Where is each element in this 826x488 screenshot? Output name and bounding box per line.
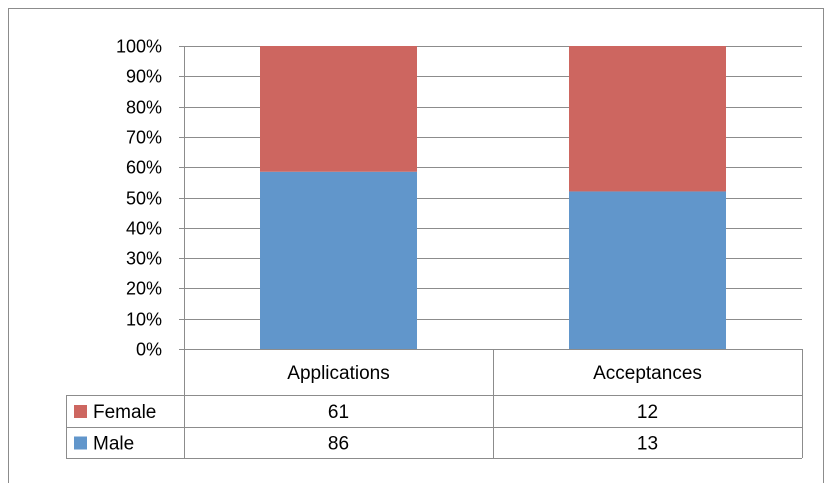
category-label: Applications xyxy=(287,363,389,384)
bar-female-acceptances xyxy=(569,46,726,192)
y-tick-label: 10% xyxy=(126,310,162,330)
y-tick-label: 80% xyxy=(126,98,162,118)
bars xyxy=(260,46,726,349)
y-tick-label: 60% xyxy=(126,158,162,178)
y-tick-label: 20% xyxy=(126,279,162,299)
y-tick-label: 30% xyxy=(126,249,162,269)
bar-male-acceptances xyxy=(569,191,726,349)
data-table-value: 12 xyxy=(637,402,658,423)
y-tick-label: 70% xyxy=(126,128,162,148)
y-tick-label: 0% xyxy=(136,340,162,360)
legend-key-female xyxy=(74,405,87,418)
legend-label-female: Female xyxy=(93,402,156,423)
data-table-value: 61 xyxy=(328,402,349,423)
y-tick-label: 100% xyxy=(116,37,162,57)
legend-key-male xyxy=(74,436,87,450)
y-tick-label: 40% xyxy=(126,219,162,239)
data-table-value: 86 xyxy=(328,434,349,455)
data-table-value: 13 xyxy=(637,434,658,455)
legend-label-male: Male xyxy=(93,434,134,455)
category-label: Acceptances xyxy=(593,363,702,384)
data-table: Applications Acceptances Female 61 12 Male 86 1… xyxy=(66,349,803,459)
bar-male-applications xyxy=(260,171,417,349)
y-axis: 0% 10% 20% 30% 40% 50% 60% 70% 80% 90% 100% xyxy=(116,37,185,458)
y-tick-label: 50% xyxy=(126,189,162,209)
bar-female-applications xyxy=(260,46,417,172)
y-tick-label: 90% xyxy=(126,67,162,87)
